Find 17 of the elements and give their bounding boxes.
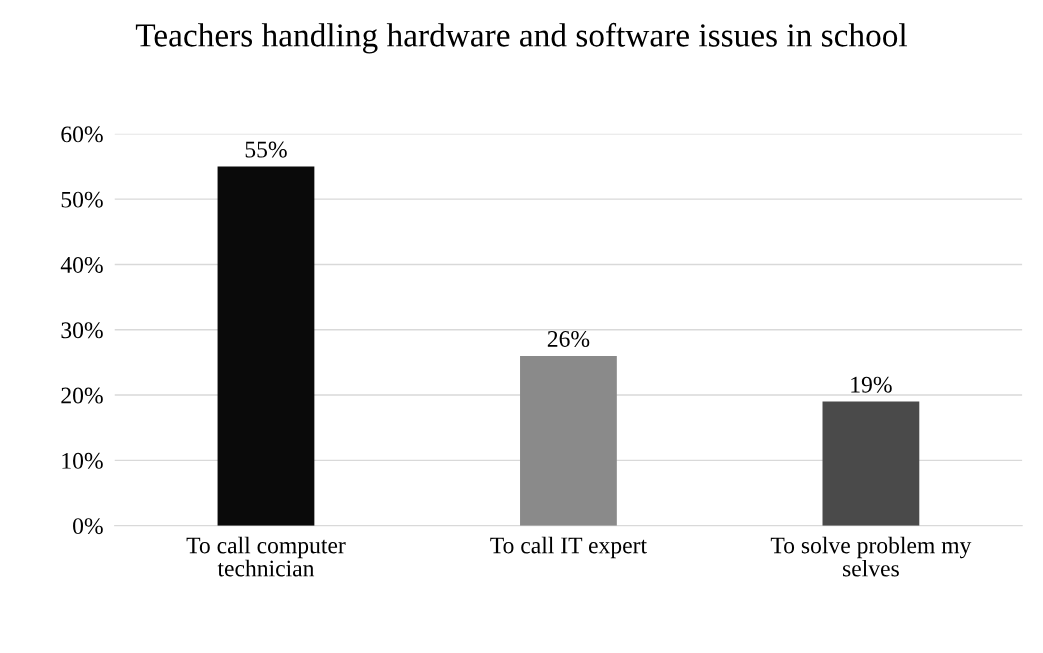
bar bbox=[822, 401, 920, 526]
y-tick-label: 50% bbox=[61, 191, 103, 208]
data-label: 55% bbox=[245, 141, 287, 158]
y-tick-label: 40% bbox=[60, 256, 103, 273]
x-tick-label: To call computer technician bbox=[186, 536, 346, 577]
x-tick-label: To solve problem my selves bbox=[770, 536, 972, 577]
bar bbox=[520, 355, 617, 526]
y-tick-label: 10% bbox=[62, 452, 103, 469]
data-label: 19% bbox=[851, 376, 892, 393]
y-tick-label: 60% bbox=[61, 126, 103, 143]
bar bbox=[217, 166, 315, 526]
y-tick-label: 30% bbox=[61, 322, 103, 339]
y-tick-label: 20% bbox=[61, 387, 103, 404]
y-tick-label: 0% bbox=[73, 518, 103, 535]
data-label: 26% bbox=[547, 330, 590, 347]
x-tick-label: To call IT expert bbox=[490, 536, 647, 559]
chart-title: Teachers handling hardware and software issues in school bbox=[135, 22, 908, 54]
